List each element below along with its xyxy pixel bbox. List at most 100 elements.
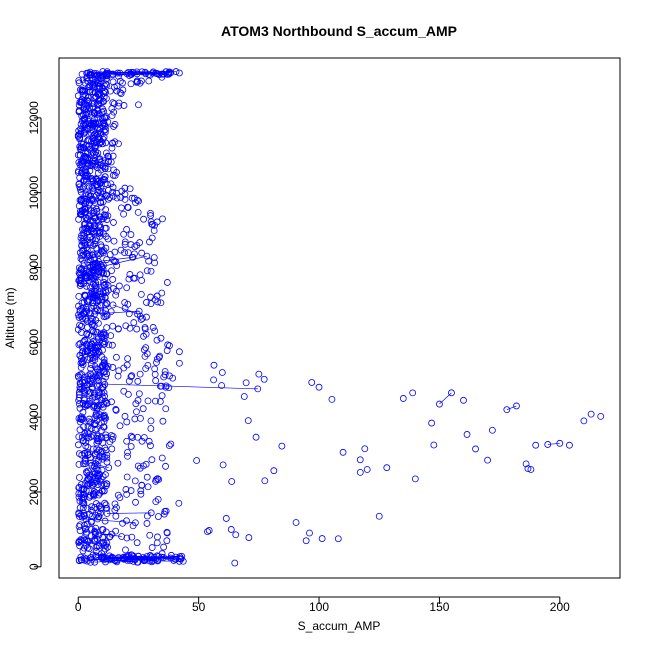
series-line-segment [506, 405, 517, 410]
data-point [88, 357, 96, 365]
data-point [148, 544, 156, 551]
data-point [76, 426, 84, 434]
data-point [85, 269, 93, 276]
data-point [150, 254, 158, 261]
data-point [141, 68, 149, 76]
data-point [104, 118, 112, 126]
data-point [132, 555, 139, 563]
data-point [78, 416, 85, 423]
data-point [116, 77, 124, 85]
data-point [92, 142, 100, 149]
data-point [79, 160, 87, 167]
data-point [104, 286, 112, 294]
data-point [436, 400, 443, 408]
data-point [79, 547, 87, 555]
data-point [278, 442, 286, 450]
data-point [91, 373, 99, 381]
data-point [85, 182, 93, 190]
data-point [89, 250, 97, 258]
data-point [103, 555, 111, 563]
data-point [134, 462, 142, 470]
data-point [77, 186, 84, 194]
data-point [210, 361, 218, 369]
data-point [242, 379, 250, 387]
data-point [524, 465, 532, 473]
data-point [153, 355, 161, 363]
data-point [131, 250, 138, 258]
data-point [76, 497, 84, 505]
data-point [375, 512, 383, 520]
data-point [79, 496, 87, 504]
data-point [139, 314, 146, 322]
data-point [148, 557, 156, 564]
data-point [75, 79, 83, 87]
data-point [143, 267, 151, 275]
data-point [147, 417, 155, 425]
data-point [77, 207, 84, 215]
y-tick-label: 0 [27, 563, 41, 570]
data-point [158, 454, 166, 462]
data-point [138, 249, 146, 257]
data-point [142, 365, 150, 372]
data-point [80, 230, 88, 238]
data-point [160, 554, 168, 561]
data-point [99, 97, 107, 105]
data-point [92, 304, 100, 312]
data-point [75, 537, 83, 545]
data-point [89, 319, 97, 327]
data-point [90, 328, 97, 336]
data-point [134, 377, 142, 385]
data-point [82, 121, 90, 128]
data-point [102, 501, 110, 509]
data-point [147, 267, 155, 275]
data-point [74, 168, 82, 176]
data-point [228, 478, 236, 485]
data-point [91, 489, 99, 497]
data-point [80, 357, 87, 365]
data-point [134, 397, 142, 404]
data-point [105, 69, 112, 77]
data-point [131, 243, 139, 251]
data-point [78, 256, 86, 264]
data-point [135, 390, 143, 398]
data-point [142, 344, 150, 352]
data-point [92, 511, 100, 519]
data-point [94, 262, 102, 270]
data-point [151, 221, 159, 229]
data-point [120, 210, 127, 218]
data-point [84, 482, 92, 489]
data-point [138, 277, 146, 284]
data-point [75, 441, 82, 449]
data-point [80, 510, 88, 517]
data-point [428, 419, 436, 427]
data-point [91, 161, 99, 168]
data-point [356, 456, 364, 464]
data-point [88, 183, 96, 191]
data-point [88, 275, 96, 283]
data-point [78, 252, 86, 260]
data-point [89, 299, 96, 307]
data-point [133, 325, 141, 333]
data-point [172, 555, 180, 563]
data-point [103, 510, 111, 517]
data-point [127, 71, 135, 79]
data-point [130, 319, 138, 326]
data-point [110, 219, 117, 226]
data-point [74, 92, 82, 100]
data-point [328, 395, 336, 403]
data-point [84, 449, 92, 456]
data-point [101, 414, 108, 422]
data-point [115, 325, 122, 333]
data-point [105, 153, 112, 161]
data-point [175, 499, 183, 507]
data-point [116, 69, 124, 77]
y-tick-label: 8000 [27, 254, 41, 281]
data-point [91, 537, 99, 545]
data-point [101, 294, 109, 302]
data-point [111, 248, 119, 256]
data-point [114, 491, 122, 499]
data-point [162, 405, 170, 413]
data-point [76, 542, 84, 550]
data-point [101, 114, 108, 122]
